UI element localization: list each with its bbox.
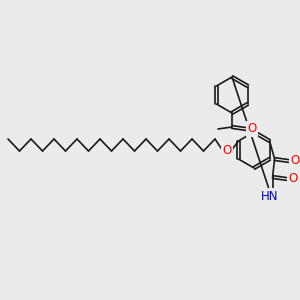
Text: O: O [222,143,232,157]
Text: O: O [288,172,297,185]
Text: HN: HN [261,190,278,202]
Text: O: O [290,154,299,167]
Text: O: O [248,122,256,136]
